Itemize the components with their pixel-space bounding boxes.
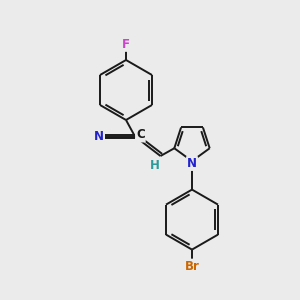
Text: Br: Br xyxy=(184,260,200,273)
Text: F: F xyxy=(122,38,130,51)
Text: N: N xyxy=(93,130,103,143)
Text: N: N xyxy=(187,157,197,170)
Text: H: H xyxy=(150,159,159,172)
Text: C: C xyxy=(136,128,145,142)
